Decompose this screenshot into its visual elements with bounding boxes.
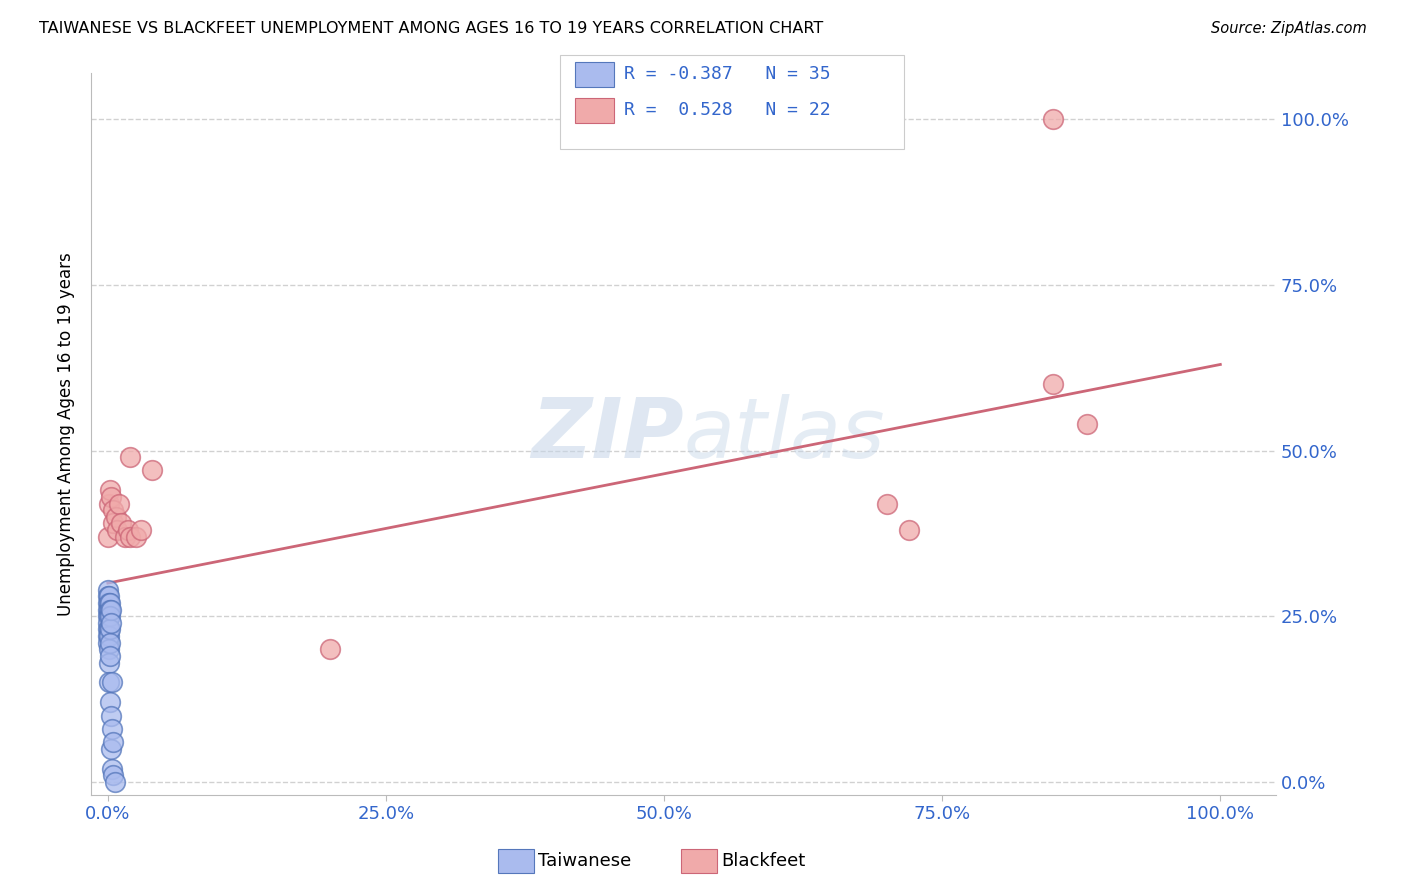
Point [97,609,120,624]
Point [104,509,127,524]
Text: R =  0.528   N = 22: R = 0.528 N = 22 [624,101,831,119]
Text: ZIP: ZIP [531,393,683,475]
Point [98,623,121,637]
Point [98,596,121,610]
Point [97,530,120,544]
Point [97,596,120,610]
Point [97,656,120,670]
Point [97,642,120,657]
Point [97,602,120,616]
Point [103,735,125,749]
Point [103,774,125,789]
Point [897,523,920,537]
Point [319,642,342,657]
Point [101,675,124,690]
Point [103,768,125,782]
Point [101,762,124,776]
Point [97,590,120,604]
Point [97,629,120,643]
Point [101,722,124,736]
Point [97,497,120,511]
Point [97,629,120,643]
Point [103,516,125,531]
Y-axis label: Unemployment Among Ages 16 to 19 years: Unemployment Among Ages 16 to 19 years [58,252,75,615]
Point [114,530,136,544]
Point [1076,417,1098,431]
Point [98,609,121,624]
Text: TAIWANESE VS BLACKFEET UNEMPLOYMENT AMONG AGES 16 TO 19 YEARS CORRELATION CHART: TAIWANESE VS BLACKFEET UNEMPLOYMENT AMON… [39,21,824,37]
Point [141,463,163,477]
Point [97,596,120,610]
Point [100,602,122,616]
Point [124,530,146,544]
Point [1042,377,1064,392]
Point [876,497,898,511]
Point [100,490,122,504]
Point [98,695,121,709]
Point [120,450,142,465]
Point [97,609,120,624]
Text: Source: ZipAtlas.com: Source: ZipAtlas.com [1211,21,1367,37]
Point [100,708,122,723]
Text: Blackfeet: Blackfeet [721,852,806,871]
Point [103,503,125,517]
Point [98,648,121,663]
Point [120,530,142,544]
Point [97,636,120,650]
Point [98,483,121,498]
Point [105,523,128,537]
Text: atlas: atlas [683,393,886,475]
Point [97,590,120,604]
Point [97,582,120,597]
Point [97,615,120,630]
Point [110,516,132,531]
Point [117,523,139,537]
Point [98,602,121,616]
Text: Taiwanese: Taiwanese [538,852,631,871]
Point [100,741,122,756]
Point [97,602,120,616]
Point [98,636,121,650]
Point [1042,112,1064,127]
Point [97,675,120,690]
Point [129,523,152,537]
Point [100,615,122,630]
Point [97,623,120,637]
Text: R = -0.387   N = 35: R = -0.387 N = 35 [624,65,831,83]
Point [97,623,120,637]
Point [108,497,131,511]
